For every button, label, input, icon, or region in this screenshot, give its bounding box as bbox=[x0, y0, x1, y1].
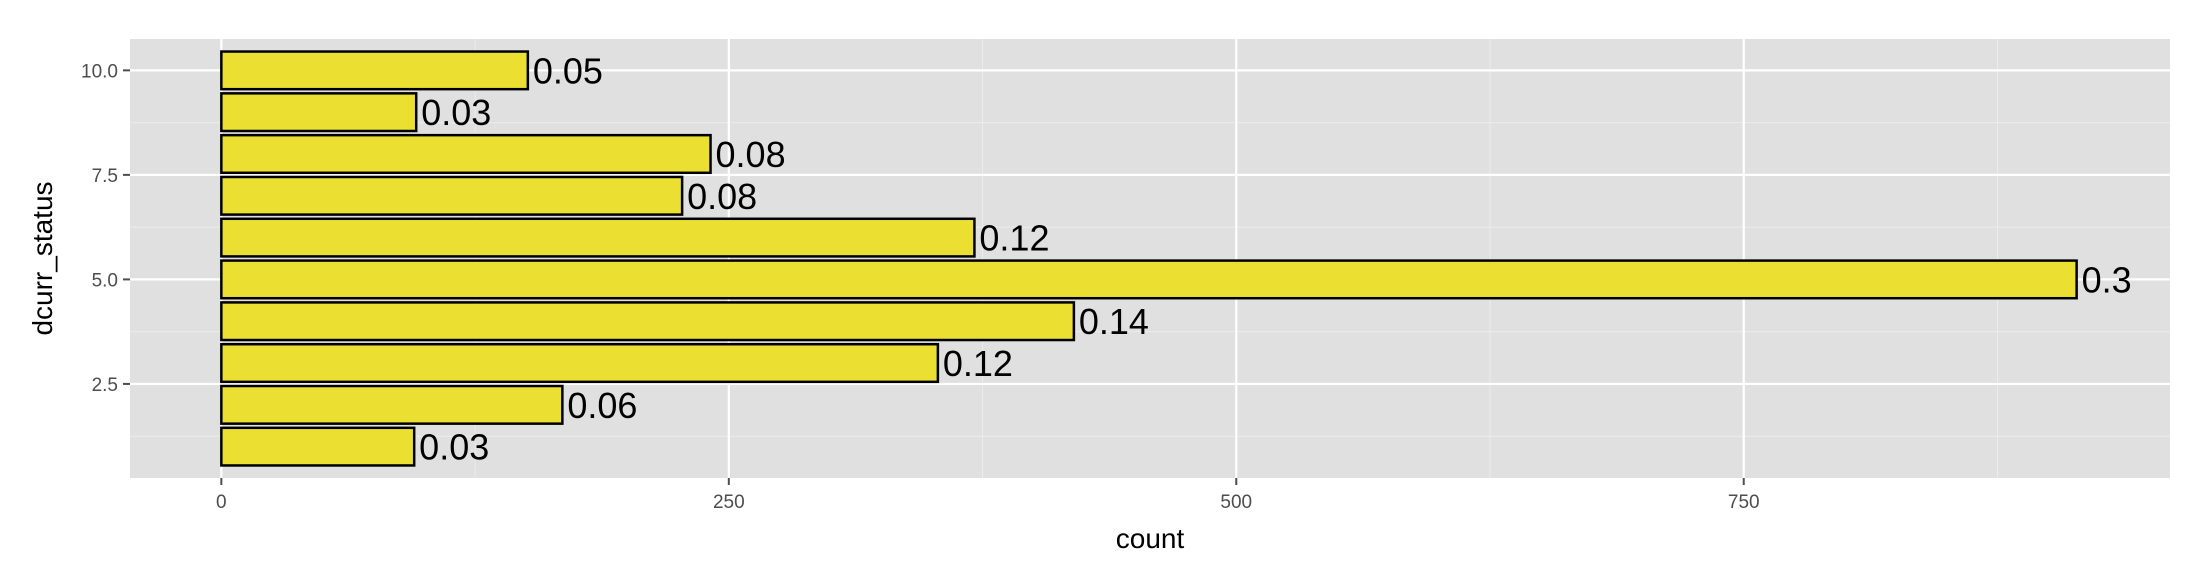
y-tick-label: 5.0 bbox=[92, 270, 118, 291]
bars bbox=[220, 50, 2078, 467]
bar bbox=[220, 426, 416, 467]
data-labels: 0.03 0.06 0.12 0.14 0.3 0.12 0.080.08 0.03 0.05 bbox=[419, 50, 2131, 467]
data-label: 0.12 bbox=[979, 218, 1049, 259]
bar bbox=[220, 301, 1076, 342]
x-tick-label: 500 bbox=[1220, 492, 1252, 513]
data-label: 0.12 bbox=[943, 343, 1013, 384]
x-tick-label: 250 bbox=[713, 492, 745, 513]
data-label: 0.05 bbox=[533, 50, 603, 91]
x-tick-label: 0 bbox=[216, 492, 227, 513]
y-axis-title: dcurr_status bbox=[27, 181, 58, 335]
bar bbox=[220, 175, 684, 216]
x-tick-label: 750 bbox=[1728, 492, 1760, 513]
data-label: 0.14 bbox=[1079, 301, 1149, 342]
x-axis-title: count bbox=[1116, 523, 1185, 554]
bar bbox=[220, 384, 564, 425]
data-label: 0.08 bbox=[716, 134, 786, 175]
y-tick-label: 2.5 bbox=[92, 375, 118, 396]
bar bbox=[220, 92, 418, 133]
data-label: 0.03 bbox=[419, 427, 489, 468]
data-label: 0.03 bbox=[421, 92, 491, 133]
bar bbox=[220, 342, 940, 384]
data-label: 0.06 bbox=[567, 385, 637, 426]
bar bbox=[220, 259, 2078, 300]
data-label: 0.08 bbox=[687, 176, 757, 217]
x-axis-ticks: 0 250 500 750 bbox=[216, 478, 1760, 513]
y-tick-label: 10.0 bbox=[81, 61, 118, 82]
y-axis-ticks: 2.5 5.0 7.5 10.0 bbox=[81, 61, 130, 396]
bar bbox=[220, 50, 530, 91]
data-label: 0.3 bbox=[2082, 259, 2132, 300]
y-tick-label: 7.5 bbox=[92, 166, 118, 187]
bar bbox=[220, 133, 712, 175]
bar bbox=[220, 217, 976, 258]
